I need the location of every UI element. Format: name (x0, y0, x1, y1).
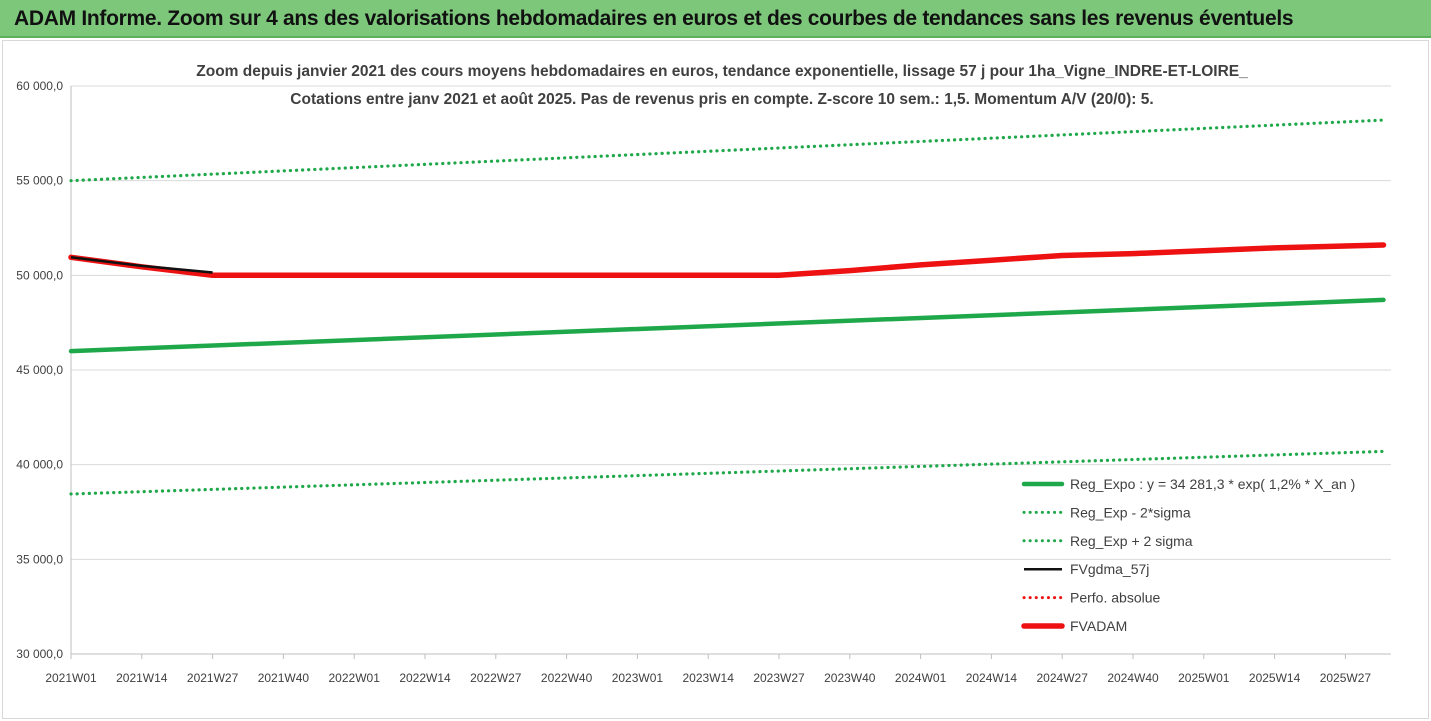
x-tick-label: 2024W27 (1037, 671, 1089, 685)
x-tick-label: 2021W14 (116, 671, 168, 685)
legend-label: Perfo. absolue (1070, 590, 1160, 606)
report-banner: ADAM Informe. Zoom sur 4 ans des valoris… (0, 0, 1431, 38)
legend: Reg_Expo : y = 34 281,3 * exp( 1,2% * X_… (1021, 476, 1355, 634)
legend-label: Reg_Expo : y = 34 281,3 * exp( 1,2% * X_… (1070, 476, 1355, 492)
y-axis: 30 000,0 35 000,0 40 000,0 45 000,0 50 000,0… (16, 79, 72, 661)
series-line-5 (68, 242, 1387, 279)
x-tick-label: 2024W01 (895, 671, 947, 685)
x-tick-label: 2023W27 (753, 671, 805, 685)
chart-title-line1: Zoom depuis janvier 2021 des cours moyen… (196, 63, 1248, 80)
series-line-3 (70, 256, 213, 274)
y-tick-label: 30 000,0 (16, 647, 63, 661)
grid-layer (71, 85, 1391, 655)
legend-label: Reg_Exp + 2 sigma (1070, 533, 1193, 549)
x-tick-label: 2022W01 (329, 671, 381, 685)
x-tick-label: 2021W27 (187, 671, 239, 685)
x-tick-label: 2022W27 (470, 671, 522, 685)
x-tick-label: 2021W40 (258, 671, 310, 685)
x-tick-label: 2025W01 (1178, 671, 1230, 685)
report-title: ADAM Informe. Zoom sur 4 ans des valoris… (14, 7, 1294, 30)
y-tick-label: 35 000,0 (16, 552, 63, 566)
x-tick-label: 2024W40 (1107, 671, 1159, 685)
x-tick-label: 2022W14 (399, 671, 451, 685)
series-layer (68, 118, 1387, 496)
chart-frame (2, 40, 1429, 719)
y-tick-label: 55 000,0 (16, 174, 63, 188)
legend-label: FVgdma_57j (1070, 561, 1149, 577)
x-tick-label: 2023W14 (683, 671, 735, 685)
x-tick-label: 2025W14 (1249, 671, 1301, 685)
y-tick-label: 50 000,0 (16, 268, 63, 282)
x-tick-label: 2023W40 (824, 671, 876, 685)
y-tick-label: 40 000,0 (16, 458, 63, 472)
y-tick-label: 45 000,0 (16, 363, 63, 377)
y-tick-label: 60 000,0 (16, 79, 63, 93)
series-line-2 (69, 118, 1386, 183)
x-tick-label: 2021W01 (45, 671, 97, 685)
legend-label: FVADAM (1070, 618, 1127, 634)
x-tick-label: 2024W14 (966, 671, 1018, 685)
series-line-1 (69, 449, 1386, 496)
series-line-0 (68, 297, 1386, 354)
x-tick-label: 2023W01 (612, 671, 664, 685)
legend-label: Reg_Exp - 2*sigma (1070, 504, 1191, 520)
x-tick-label: 2022W40 (541, 671, 593, 685)
x-axis: 2021W01 2021W14 2021W27 2021W40 2022W01 2022W… (45, 654, 1371, 685)
chart-title-line2: Cotations entre janv 2021 et août 2025. … (290, 91, 1153, 108)
x-tick-label: 2025W27 (1320, 671, 1372, 685)
